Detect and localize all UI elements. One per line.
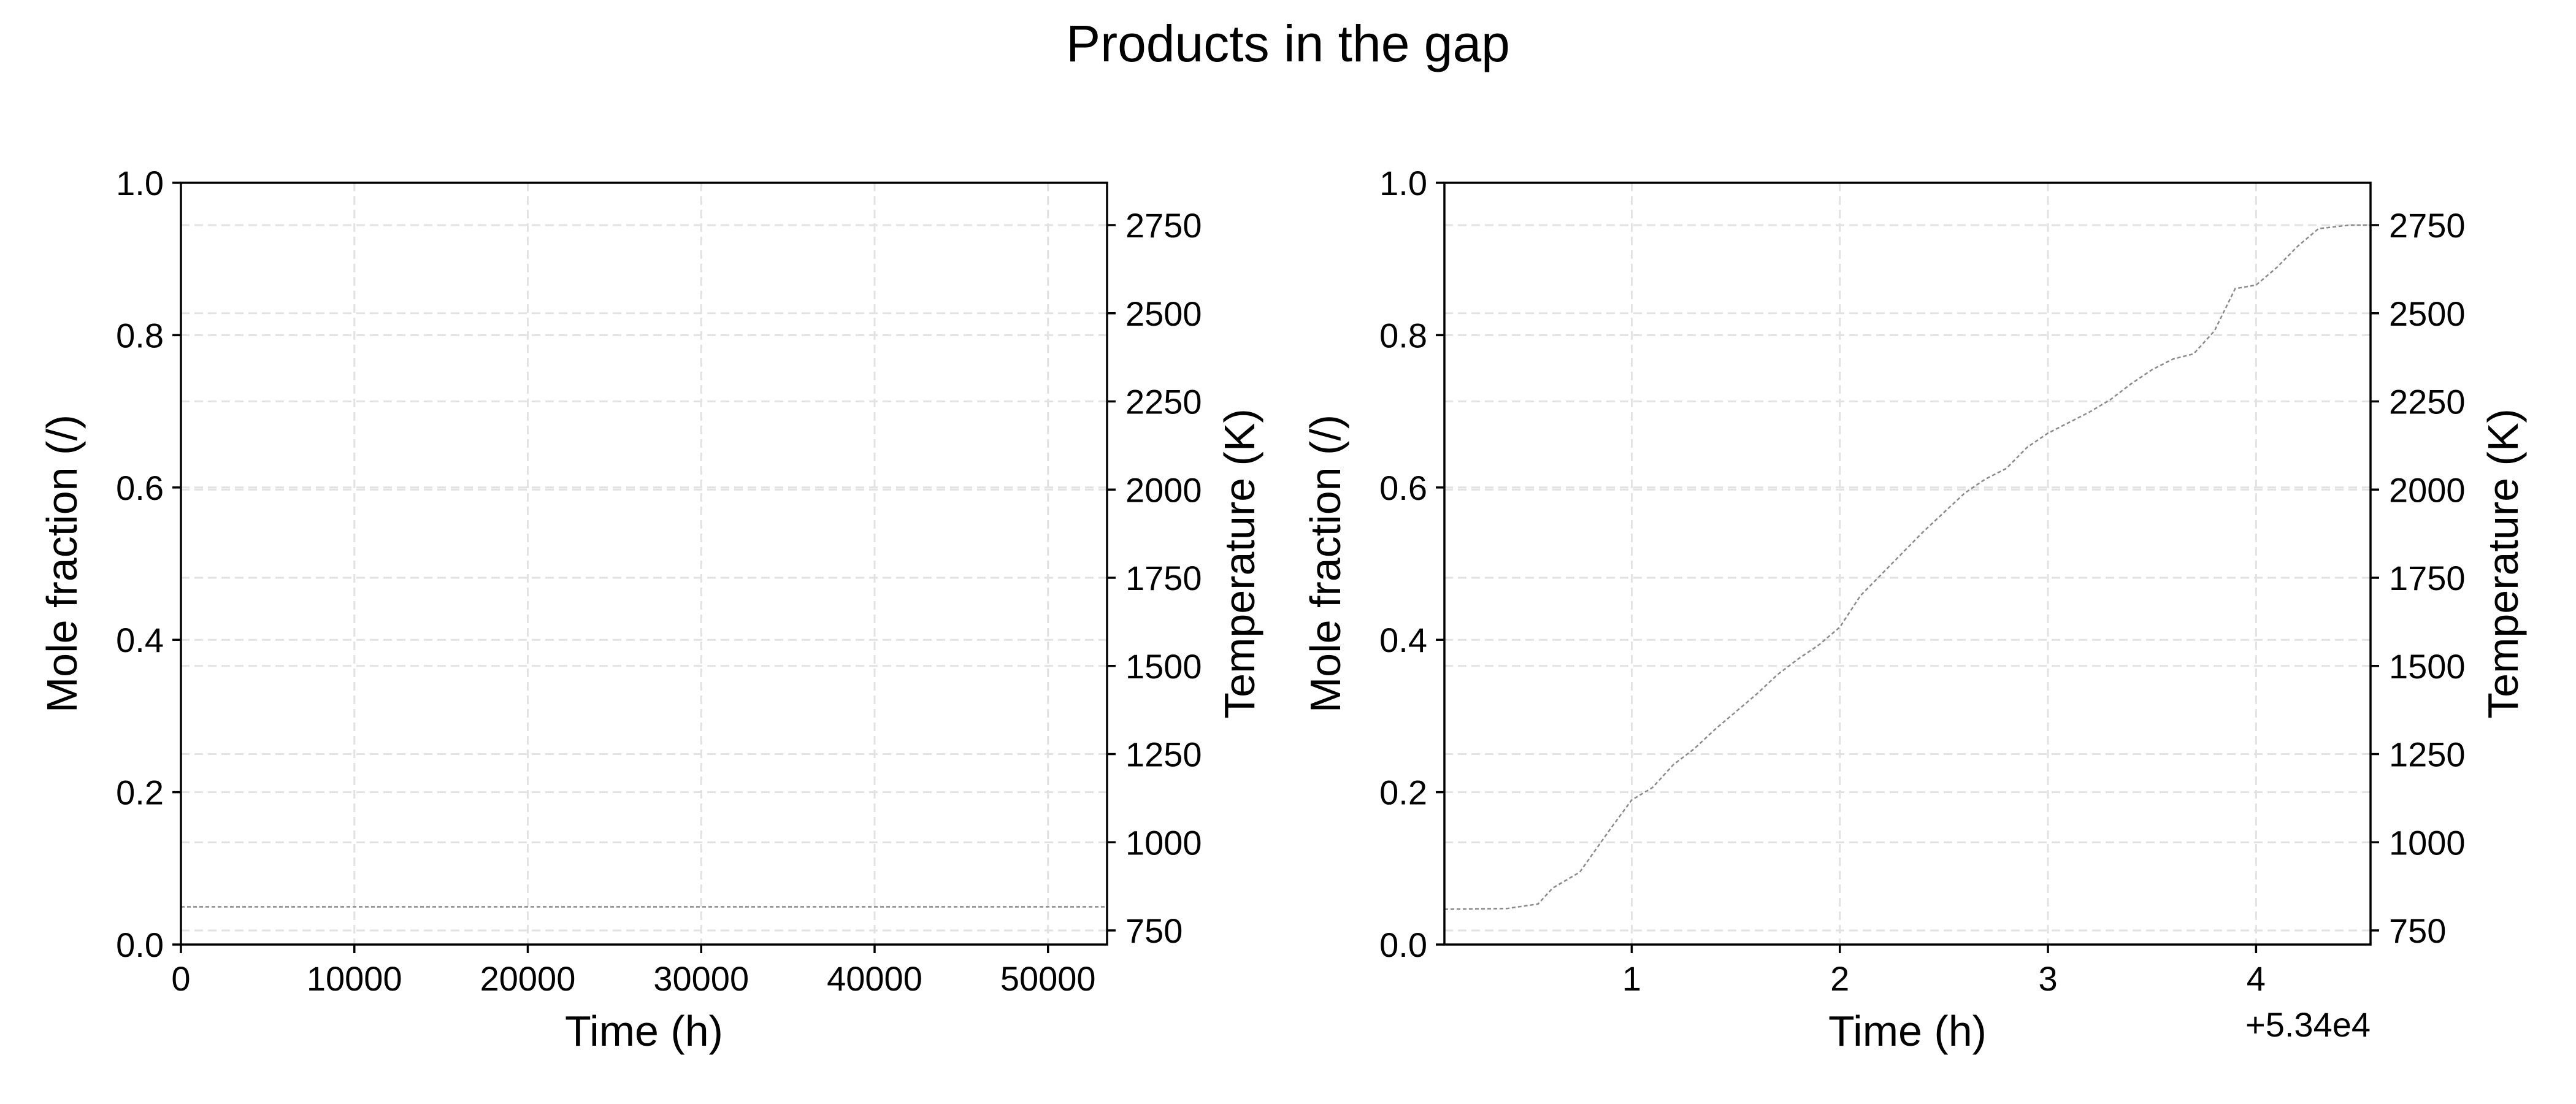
y2-tick-label: 2500 [2389,294,2466,333]
y2-tick-label: 2750 [2389,206,2466,245]
x-axis-label: Time (h) [565,1007,723,1055]
y2-tick-label: 1500 [1125,647,1202,686]
y-tick-label: 0.6 [1379,469,1427,507]
y-tick-label: 0.2 [1379,773,1427,812]
y2-tick-label: 2500 [1125,294,1202,333]
x-axis-label: Time (h) [1828,1007,1987,1055]
x-tick-label: 4 [2247,959,2266,998]
x-tick-label: 3 [2038,959,2057,998]
y2-tick-label: 1500 [2389,647,2466,686]
y2-tick-label: 1250 [2389,735,2466,774]
plot-frame [1443,182,2372,946]
chart-panel-left: 0 10000 20000 30000 40000 50000 0.0 0.2 0.4 0.6 0.… [38,164,1263,1055]
y2-tick-label: 2000 [1125,470,1202,509]
y2-tick-label: 2750 [1125,206,1202,245]
y2-tick-label: 2250 [2389,383,2466,421]
y2-axis-label: Temperature (K) [1216,408,1263,719]
chart-panel-right: 1 2 3 4 0.0 0.2 0.4 0.6 0.8 1.0 750 1000 1250 1500 175… [1301,164,2527,1055]
x-tick-label: 10000 [307,959,402,998]
x-tick-label: 0 [171,959,190,998]
x-offset-label: +5.34e4 [2245,1005,2371,1044]
y2-tick-label: 2250 [1125,383,1202,421]
y-axis-label: Mole fraction (/) [38,415,86,713]
y-tick-label: 0.8 [116,316,164,355]
y2-tick-label: 750 [1125,911,1183,950]
x-tick-label: 20000 [480,959,576,998]
y2-tick-label: 1000 [1125,823,1202,862]
y2-tick-label: 2000 [2389,470,2466,509]
y-tick-label: 1.0 [116,164,164,202]
x-tick-label: 50000 [1000,959,1096,998]
y-axis-label: Mole fraction (/) [1301,415,1349,713]
y-tick-label: 0.4 [116,621,164,659]
y2-tick-label: 1750 [2389,559,2466,597]
y-tick-label: 0.4 [1379,621,1427,659]
y-tick-label: 0.6 [116,469,164,507]
y2-tick-label: 1750 [1125,559,1202,597]
x-tick-label: 40000 [827,959,922,998]
y2-axis-label: Temperature (K) [2479,408,2527,719]
y2-tick-label: 1000 [2389,823,2466,862]
y-tick-label: 0.8 [1379,316,1427,355]
figure-title: Products in the gap [1066,15,1510,72]
plot-frame [180,182,1108,946]
y-tick-label: 0.2 [116,773,164,812]
x-tick-label: 2 [1830,959,1849,998]
y-tick-label: 0.0 [1379,926,1427,964]
y-tick-label: 1.0 [1379,164,1427,202]
x-tick-label: 30000 [653,959,749,998]
y-tick-label: 0.0 [116,926,164,964]
y2-tick-label: 1250 [1125,735,1202,774]
y2-tick-label: 750 [2389,911,2446,950]
x-tick-label: 1 [1622,959,1641,998]
temperature-series-line [1444,224,2371,910]
